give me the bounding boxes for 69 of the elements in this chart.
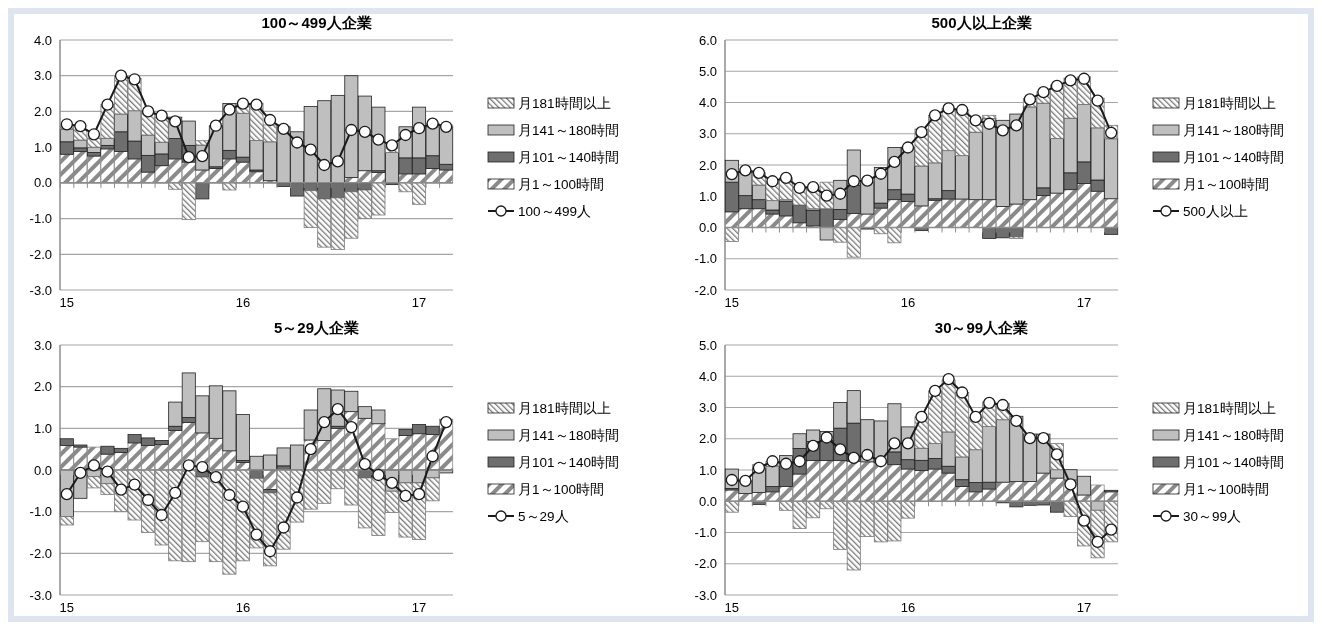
y-tick-label: 2.0: [698, 157, 717, 173]
y-tick-label: 3.0: [33, 68, 52, 84]
y-tick-label: 3.0: [698, 126, 717, 142]
legend-label: 月181時間以上: [518, 95, 611, 111]
y-tick-label: -2.0: [29, 246, 52, 262]
x-tick-label: 15: [59, 600, 75, 615]
y-tick-label: -2.0: [694, 556, 717, 572]
y-tick-label: 0.0: [33, 462, 52, 478]
x-tick-label: 16: [900, 600, 916, 615]
y-tick-label: 1.0: [698, 462, 717, 478]
x-tick-label: 17: [1076, 600, 1092, 615]
legend-label: 月1～100時間: [1183, 176, 1270, 192]
legend-label: 月101～140時間: [1183, 454, 1285, 470]
legend-label: 月181時間以上: [518, 400, 611, 416]
legend-label: 月1～100時間: [1183, 481, 1270, 497]
y-tick-label: -1.0: [694, 525, 717, 541]
chart-title: 30～99人企業: [934, 319, 1029, 336]
chart-title: 100～499人企業: [261, 14, 372, 31]
y-tick-label: -3.0: [694, 587, 717, 603]
y-tick-label: 0.0: [698, 493, 717, 509]
y-tick-label: 1.0: [33, 139, 52, 155]
legend-label: 月141～180時間: [518, 122, 620, 138]
chart-title: 5～29人企業: [273, 319, 360, 336]
y-tick-label: -1.0: [694, 251, 717, 267]
x-tick-label: 16: [235, 295, 251, 310]
y-tick-label: -1.0: [29, 211, 52, 227]
y-tick-label: 6.0: [698, 32, 717, 48]
legend-label: 月141～180時間: [518, 427, 620, 443]
y-tick-label: -3.0: [29, 282, 52, 298]
y-tick-label: 4.0: [698, 368, 717, 384]
y-tick-label: 2.0: [33, 103, 52, 119]
legend-label: 5～29人: [518, 508, 569, 524]
x-tick-label: 17: [411, 600, 427, 615]
legend-label: 500人以上: [1183, 203, 1248, 219]
chart-title: 500人以上企業: [931, 14, 1032, 31]
y-tick-label: 4.0: [698, 95, 717, 111]
y-tick-label: -1.0: [29, 504, 52, 520]
y-tick-label: -2.0: [694, 282, 717, 298]
legend-label: 月101～140時間: [1183, 149, 1285, 165]
legend-label: 月181時間以上: [1183, 400, 1276, 416]
legend-label: 100～499人: [518, 203, 592, 219]
y-tick-label: 2.0: [33, 379, 52, 395]
legend-label: 月1～100時間: [518, 176, 605, 192]
x-tick-label: 15: [59, 295, 75, 310]
legend-label: 月1～100時間: [518, 481, 605, 497]
y-tick-label: 5.0: [698, 63, 717, 79]
x-tick-label: 17: [411, 295, 427, 310]
legend-label: 月141～180時間: [1183, 427, 1285, 443]
x-tick-label: 15: [724, 295, 740, 310]
legend-label: 月181時間以上: [1183, 95, 1276, 111]
x-tick-label: 16: [900, 295, 916, 310]
y-tick-label: 1.0: [33, 420, 52, 436]
y-tick-label: 3.0: [698, 400, 717, 416]
y-tick-label: -2.0: [29, 545, 52, 561]
y-tick-label: 3.0: [33, 337, 52, 353]
y-tick-label: 1.0: [698, 188, 717, 204]
y-tick-label: 0.0: [698, 220, 717, 236]
y-tick-label: 5.0: [698, 337, 717, 353]
y-tick-label: 0.0: [33, 175, 52, 191]
x-tick-label: 17: [1076, 295, 1092, 310]
legend-label: 月141～180時間: [1183, 122, 1285, 138]
y-tick-label: 2.0: [698, 431, 717, 447]
legend-label: 月101～140時間: [518, 454, 620, 470]
legend-label: 30～99人: [1183, 508, 1242, 524]
legend-label: 月101～140時間: [518, 149, 620, 165]
x-tick-label: 15: [724, 600, 740, 615]
y-tick-label: -3.0: [29, 587, 52, 603]
x-tick-label: 16: [235, 600, 251, 615]
y-tick-label: 4.0: [33, 32, 52, 48]
